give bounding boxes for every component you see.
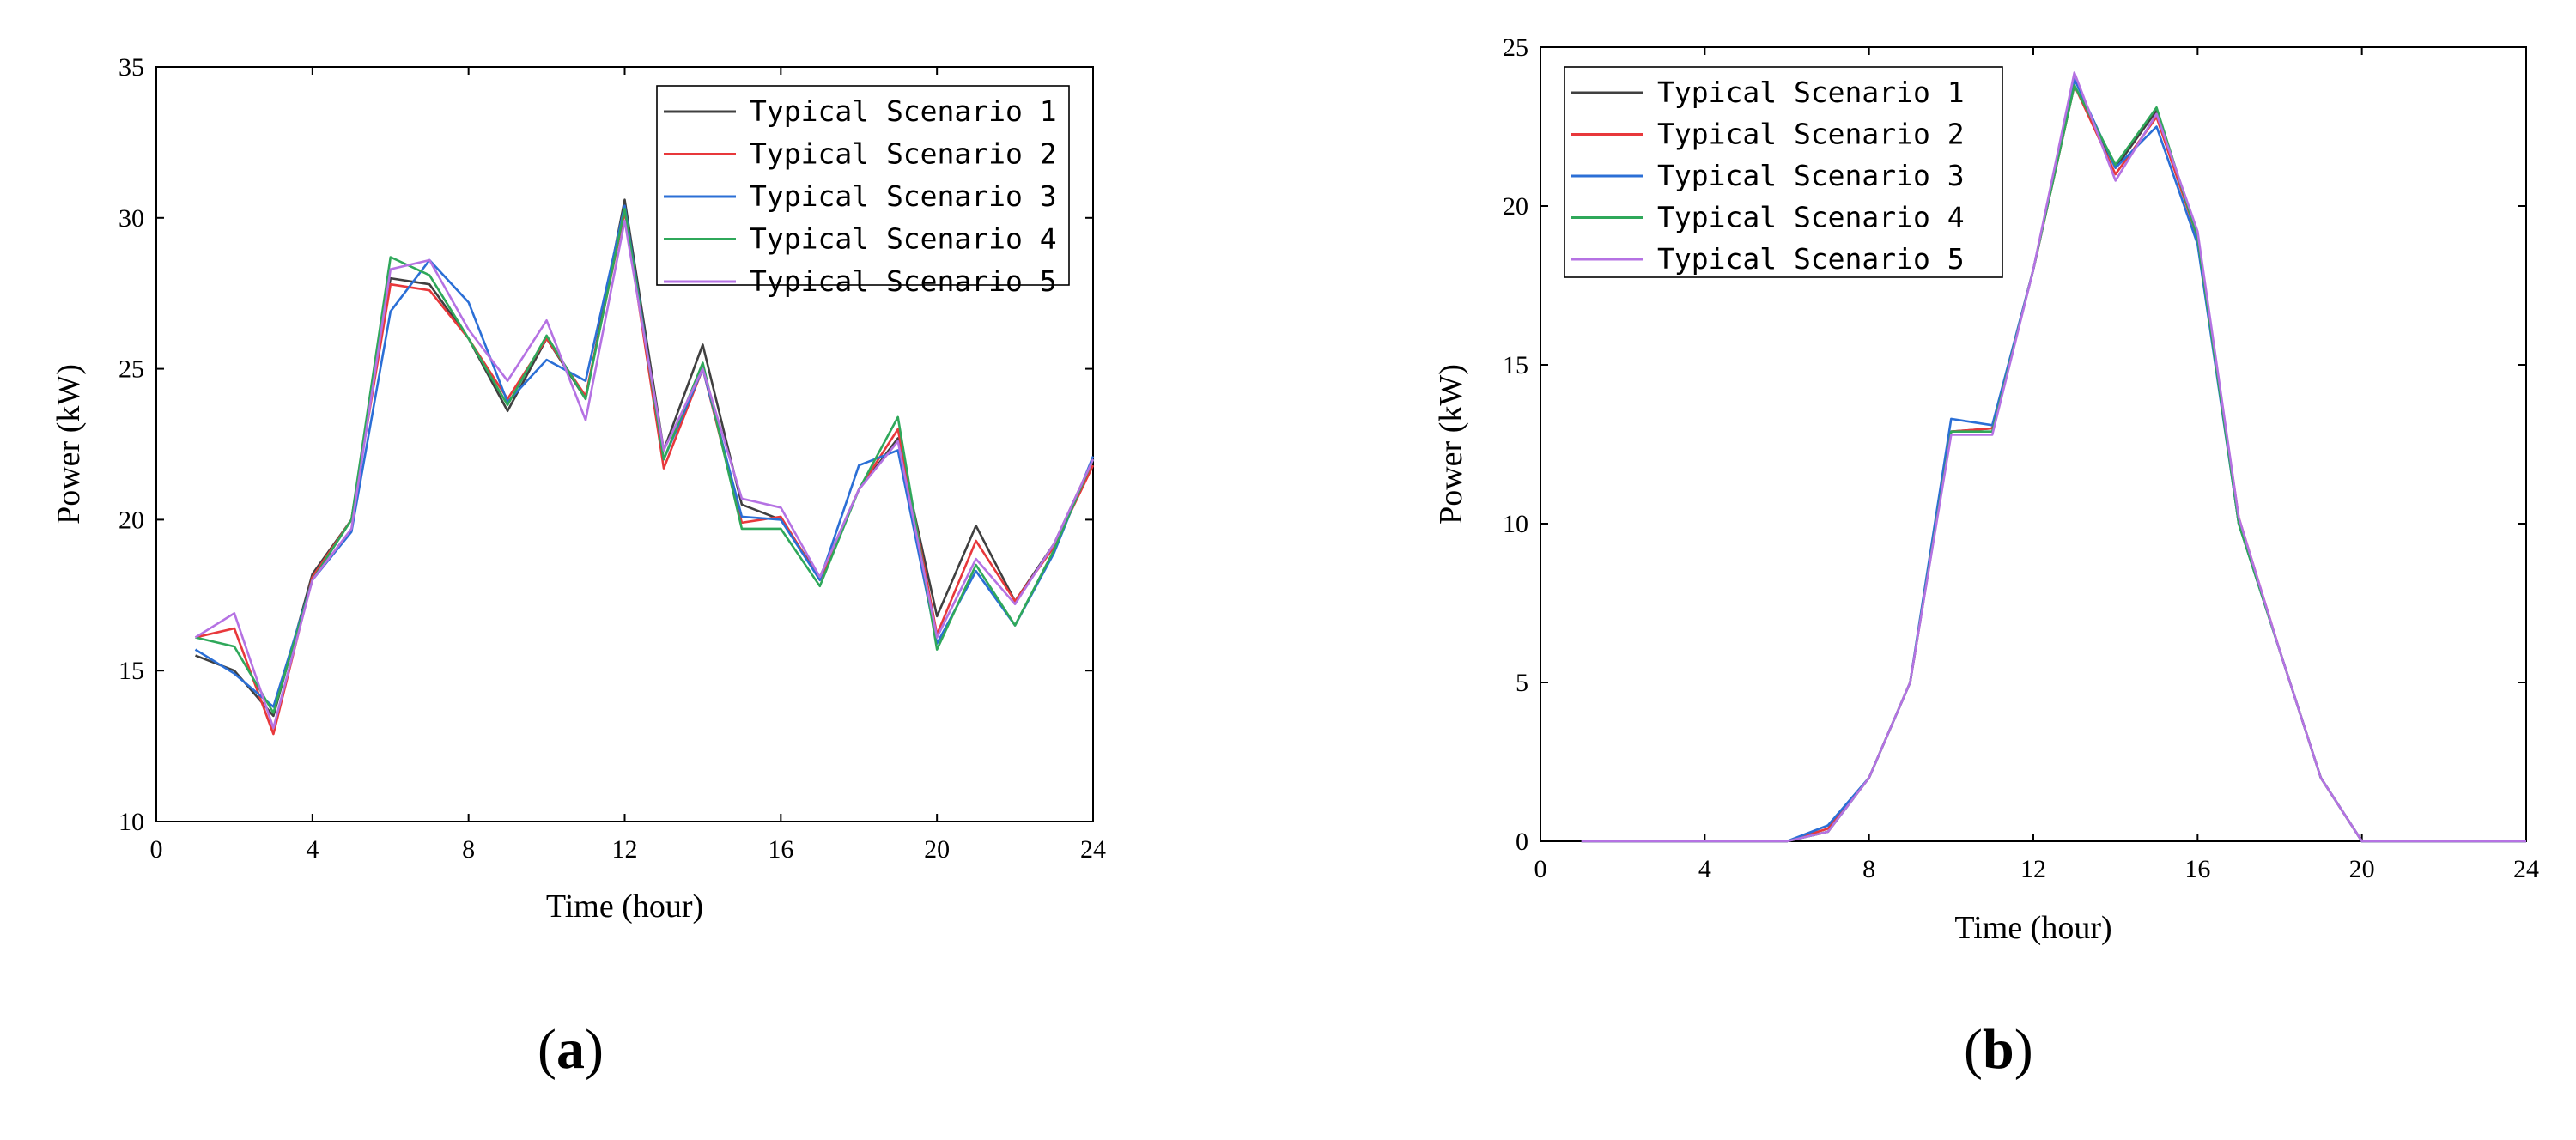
legend-entry: Typical Scenario 1 (750, 94, 1057, 128)
x-tick-label: 4 (306, 835, 319, 864)
series-line-5 (194, 219, 1095, 730)
legend-box (656, 85, 1070, 286)
x-axis-title: Time (hour) (1954, 910, 2111, 946)
legend-entry: Typical Scenario 2 (750, 137, 1057, 171)
x-tick-label: 0 (1534, 855, 1547, 883)
x-tick-label: 8 (462, 835, 475, 864)
legend-entry: Typical Scenario 4 (1657, 201, 1965, 234)
legend-box (1564, 66, 2003, 278)
y-tick-label: 15 (1503, 351, 1528, 379)
y-tick-label: 15 (118, 657, 144, 685)
panel-b-label: (b) (1964, 1018, 2033, 1081)
y-tick-label: 25 (1503, 33, 1528, 62)
x-tick-label: 16 (768, 835, 793, 864)
x-tick-label: 24 (2513, 855, 2539, 883)
x-axis-title: Time (hour) (546, 888, 703, 925)
x-tick-label: 20 (2349, 855, 2375, 883)
y-tick-label: 5 (1516, 669, 1528, 697)
y-tick-label: 10 (118, 808, 144, 836)
y-tick-label: 0 (1516, 828, 1528, 856)
x-tick-label: 4 (1698, 855, 1711, 883)
x-tick-label: 12 (2020, 855, 2046, 883)
y-tick-label: 20 (1503, 192, 1528, 221)
y-tick-label: 35 (118, 53, 144, 82)
legend: Typical Scenario 1 Typical Scenario 2 Typi… (656, 85, 1070, 298)
y-tick-label: 30 (118, 204, 144, 233)
x-tick-label: 16 (2184, 855, 2210, 883)
x-tick-label: 0 (150, 835, 163, 864)
legend-entry: Typical Scenario 5 (750, 264, 1057, 298)
y-axis-title: Power (kW) (51, 364, 87, 525)
panel-a-label: (a) (538, 1018, 604, 1081)
legend-entry: Typical Scenario 3 (750, 179, 1057, 213)
legend-entry: Typical Scenario 5 (1657, 242, 1965, 276)
series-line-5 (1581, 71, 2526, 843)
x-tick-label: 12 (612, 835, 638, 864)
y-tick-label: 20 (118, 506, 144, 534)
chart-b: 0 4 8 12 16 20 24 0 5 10 15 20 25 Time (hour) Power (k… (1433, 33, 2539, 946)
y-axis-title: Power (kW) (1433, 364, 1469, 525)
y-tick-label: 10 (1503, 510, 1528, 538)
legend: Typical Scenario 1 Typical Scenario 2 Typi… (1564, 66, 2003, 278)
legend-entry: Typical Scenario 4 (750, 222, 1057, 256)
x-tick-label: 20 (924, 835, 950, 864)
legend-entry: Typical Scenario 1 (1657, 76, 1965, 109)
legend-entry: Typical Scenario 3 (1657, 159, 1965, 192)
chart-a: 0 4 8 12 16 20 24 10 15 20 25 30 35 Time (hour) Power … (51, 53, 1106, 925)
x-tick-label: 8 (1862, 855, 1875, 883)
x-tick-label: 24 (1080, 835, 1106, 864)
y-tick-label: 25 (118, 355, 144, 384)
legend-entry: Typical Scenario 2 (1657, 118, 1965, 151)
